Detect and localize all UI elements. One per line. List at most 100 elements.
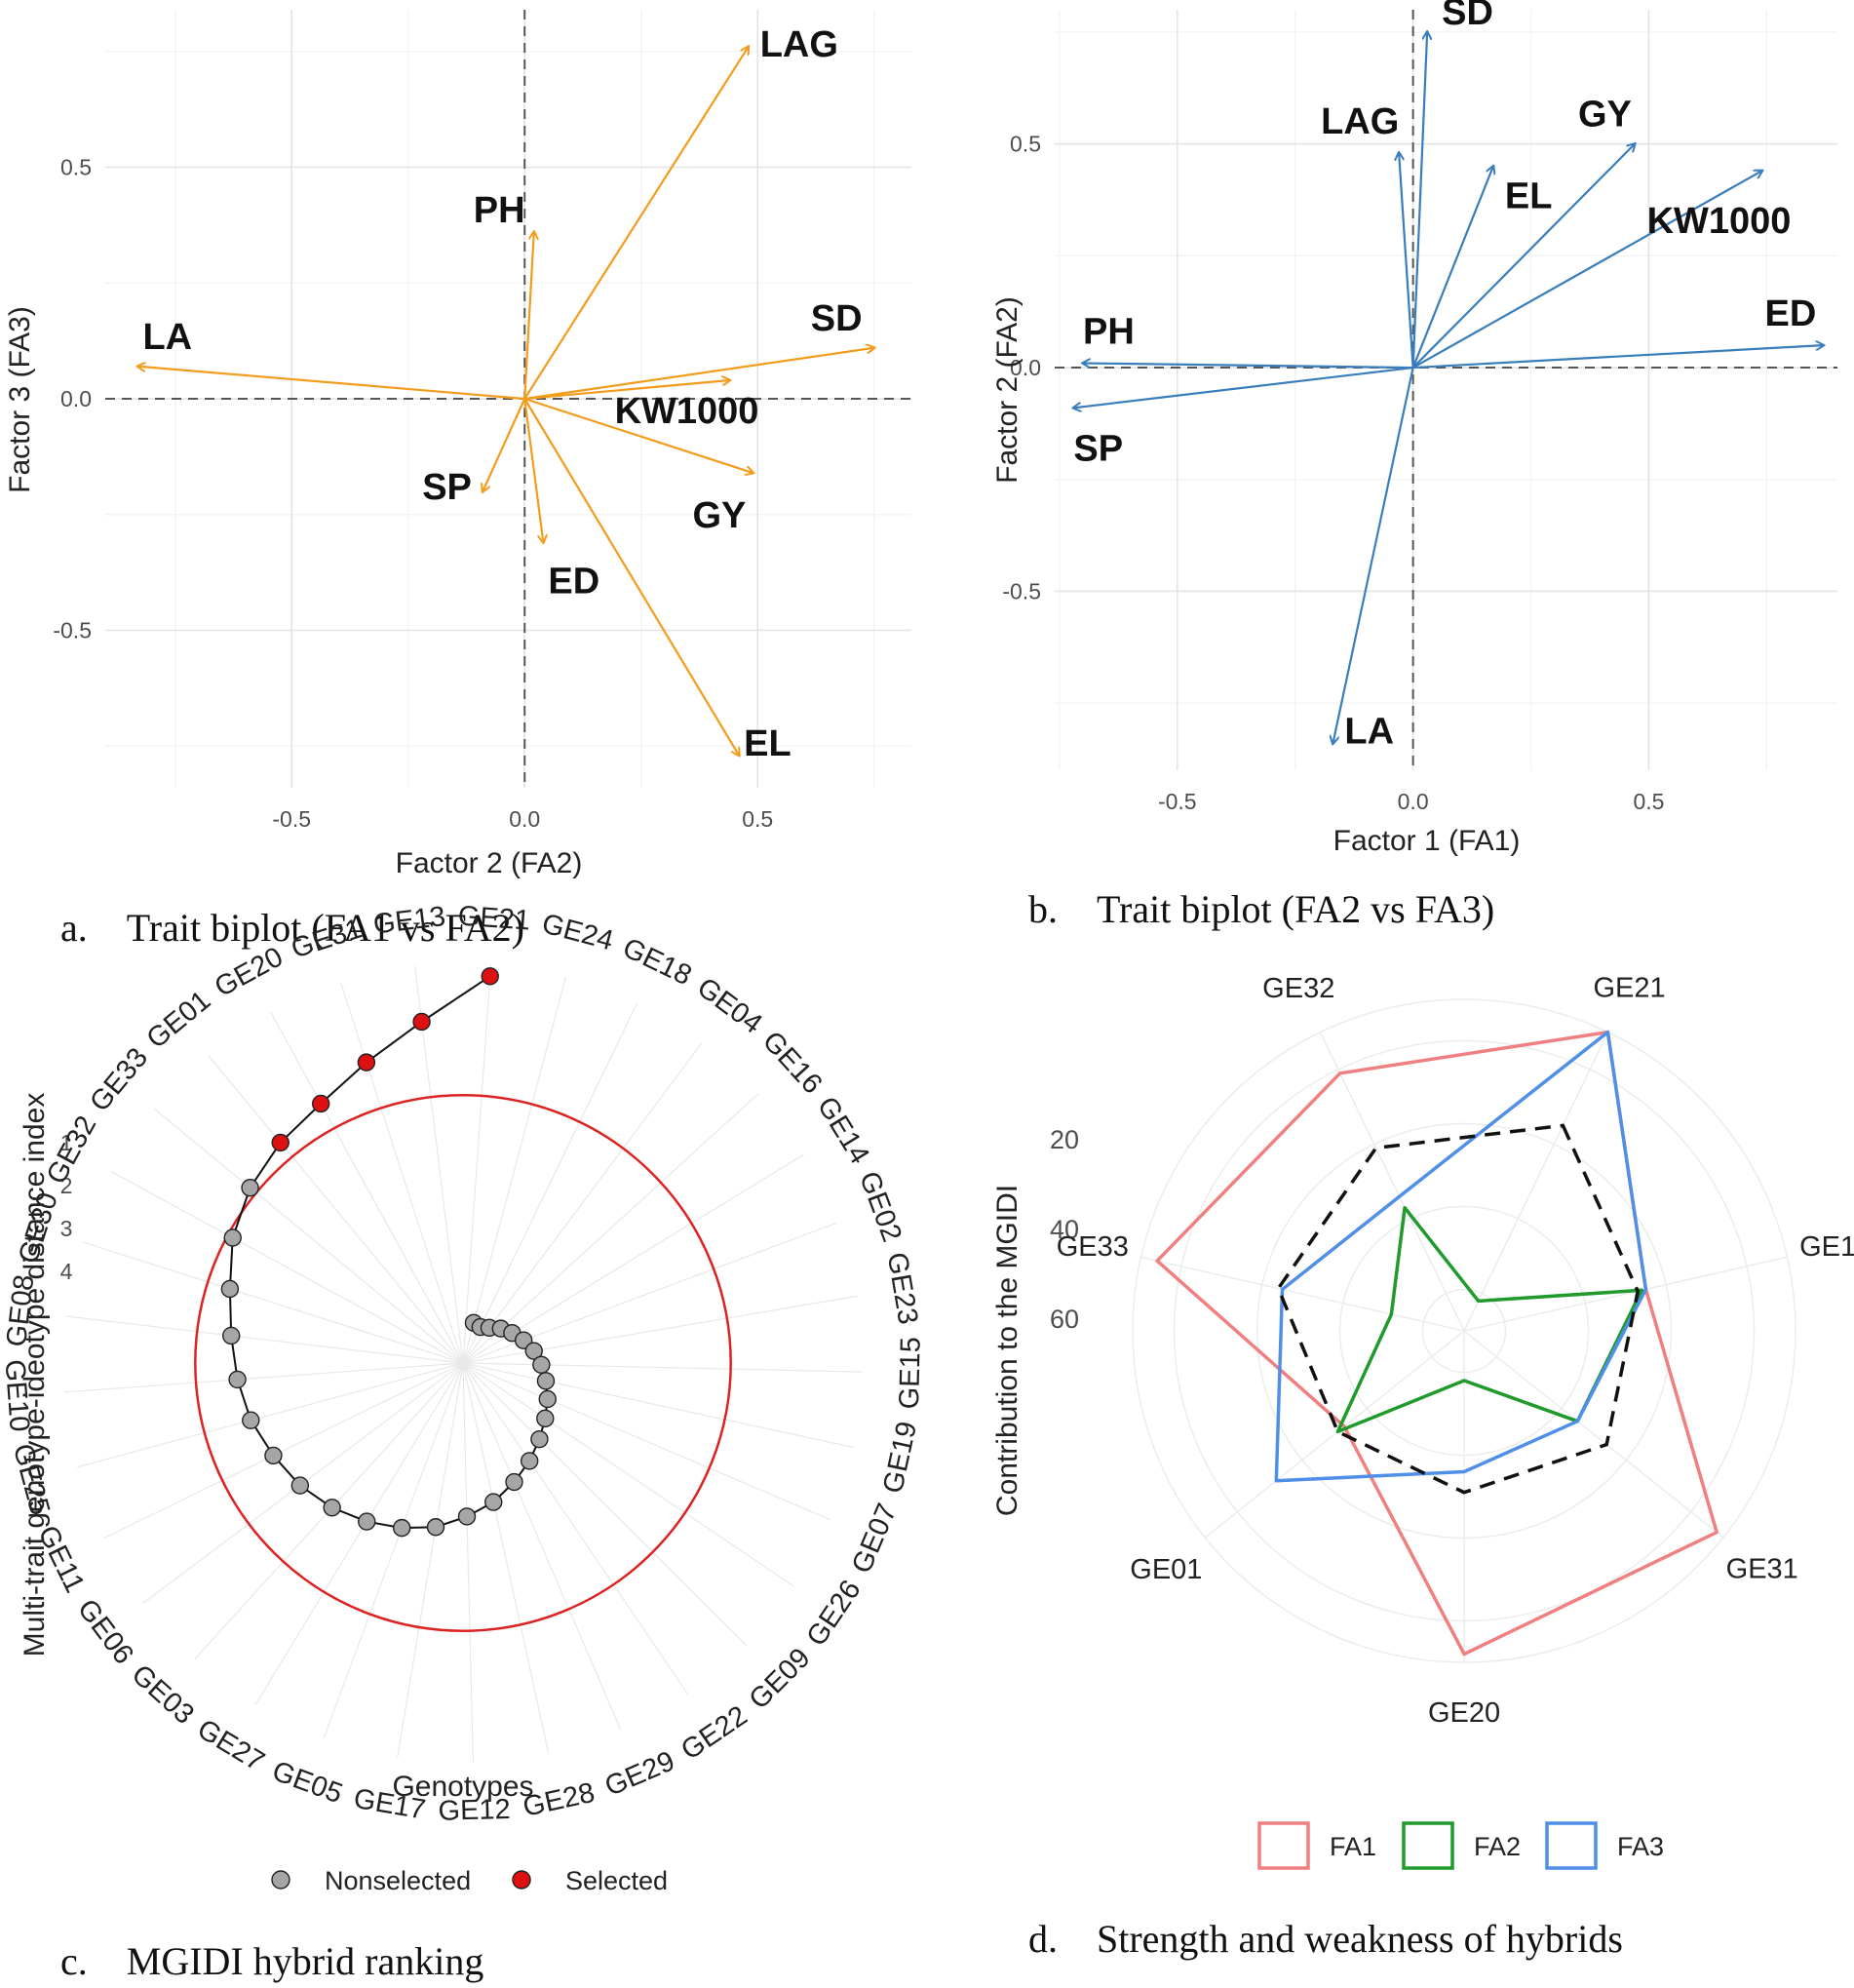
vector-arrow-sp [483, 398, 526, 491]
spoke-gridline [462, 1042, 703, 1364]
x-tick-label--0-5: -0.5 [272, 806, 311, 832]
genotype-point-ge10 [228, 1370, 247, 1389]
genotype-point-ge25 [242, 1411, 260, 1429]
spoke-gridline [462, 1362, 863, 1373]
vector-label-sd: SD [811, 298, 863, 339]
vector-arrow-el [523, 398, 739, 756]
legend-marker-selected [512, 1870, 531, 1890]
x-axis-title: Factor 2 (FA2) [396, 847, 583, 879]
vector-label-la: LA [142, 317, 192, 358]
legend-label-nonselected: Nonselected [325, 1866, 471, 1895]
x-tick-label-0-5: 0.5 [1634, 789, 1665, 814]
genotype-point-ge29 [505, 1472, 523, 1492]
spoke-gridline [462, 1295, 858, 1364]
spoke-gridline [462, 976, 567, 1364]
vector-arrow-ph [523, 232, 534, 400]
genotype-label-ge16: GE16 [756, 1026, 829, 1100]
radar-category-ge20: GE20 [1428, 1697, 1500, 1729]
spoke-gridline [339, 982, 464, 1364]
genotype-label-ge04: GE04 [691, 972, 768, 1040]
spoke-gridline [462, 1362, 831, 1521]
panel-a-caption: a. Trait biplot (FA1 vs FA2) [60, 906, 524, 950]
panel-b-caption: b. Trait biplot (FA2 vs FA3) [1028, 887, 1494, 931]
genotype-point-ge28 [484, 1493, 503, 1511]
vector-arrow-sp [1073, 366, 1413, 408]
genotype-label-ge02: GE02 [853, 1167, 908, 1246]
spoke-gridline [462, 963, 492, 1364]
vector-label-lag: LAG [760, 24, 838, 65]
genotype-point-ge02 [514, 1331, 533, 1349]
vector-label-kw1000: KW1000 [615, 391, 759, 432]
radar-spoke [1319, 1032, 1465, 1332]
spoke-gridline [103, 1362, 464, 1540]
x-tick-label-0-0: 0.0 [509, 806, 540, 832]
vector-arrow-ed [523, 398, 543, 542]
genotype-label-ge24: GE24 [539, 908, 617, 956]
spoke-gridline [254, 1362, 464, 1705]
genotype-label-ge14: GE14 [811, 1092, 875, 1170]
genotype-label-ge22: GE22 [676, 1700, 753, 1767]
genotype-point-ge32 [223, 1228, 242, 1247]
spoke-gridline [76, 1362, 464, 1468]
x-axis-title: Factor 1 (FA1) [1333, 825, 1521, 857]
vector-arrow-kw1000 [1412, 171, 1762, 370]
genotype-point-ge13 [412, 1012, 431, 1032]
genotype-point-ge26 [536, 1409, 555, 1428]
vector-arrow-lag [1399, 153, 1414, 369]
genotype-point-ge15 [532, 1355, 551, 1374]
radial-tick-label-40: 40 [1050, 1215, 1079, 1244]
legend-label-fa1: FA1 [1330, 1832, 1376, 1861]
genotype-point-ge12 [457, 1507, 477, 1526]
vector-arrow-la [137, 367, 525, 401]
vector-arrow-gy [1411, 144, 1635, 369]
y-axis-title: Factor 3 (FA3) [4, 306, 36, 493]
genotype-label-ge26: GE26 [801, 1575, 868, 1652]
genotype-label-ge18: GE18 [618, 932, 697, 992]
spoke-gridline [462, 1362, 795, 1587]
genotype-label-ge03: GE03 [126, 1658, 200, 1731]
vector-label-lag: LAG [1321, 101, 1399, 142]
genotype-label-ge12: GE12 [438, 1794, 511, 1827]
x-tick-label-0-5: 0.5 [742, 806, 773, 832]
genotype-point-ge21 [481, 967, 499, 986]
panel-d-caption: d. Strength and weakness of hybrids [1028, 1917, 1623, 1961]
radial-tick-label-2: 2 [60, 1173, 73, 1198]
vector-arrow-ph [1083, 363, 1413, 370]
spoke-gridline [462, 1362, 622, 1731]
vector-arrow-kw1000 [524, 380, 729, 401]
spoke-gridline [462, 1362, 854, 1449]
legend-label-fa2: FA2 [1474, 1832, 1521, 1861]
genotype-label-ge07: GE07 [846, 1500, 904, 1579]
panel-b-trait-biplot: -0.5 0.0 0.5 -0.5 0.0 0.5 SD LAG GY EL KW1000 ED PH S… [991, 0, 1837, 857]
vector-label-ed: ED [548, 561, 599, 602]
genotype-point-ge27 [358, 1512, 376, 1531]
radar-spoke [1463, 1256, 1788, 1332]
vector-arrow-sd [1411, 32, 1428, 369]
radar-spoke [1463, 1032, 1609, 1332]
vector-arrow-el [1411, 167, 1493, 369]
y-axis-title: Multi-trait genotype-ideotype distance i… [19, 1093, 51, 1657]
radial-tick-label-1: 1 [60, 1130, 73, 1155]
genotype-label-ge10: GE10 [0, 1358, 35, 1432]
y-tick-label--0-5: -0.5 [53, 618, 92, 643]
y-tick-label-0-5: 0.5 [1010, 132, 1041, 157]
radar-category-ge13: GE13 [1799, 1231, 1854, 1263]
spoke-gridline [397, 1362, 464, 1758]
genotype-point-ge23 [524, 1342, 543, 1360]
genotype-point-ge09 [530, 1429, 549, 1449]
genotype-label-ge01: GE01 [141, 985, 217, 1055]
selection-threshold-circle [194, 1094, 732, 1632]
spoke-gridline [462, 1093, 759, 1364]
genotype-point-ge22 [520, 1452, 539, 1470]
genotype-label-ge27: GE27 [192, 1713, 270, 1777]
radar-mean-dashed [1276, 1123, 1641, 1495]
genotype-point-ge06 [290, 1476, 310, 1495]
y-tick-label--0-5: -0.5 [1002, 578, 1041, 604]
genotype-point-ge08 [222, 1326, 241, 1345]
legend-key-fa1 [1257, 1821, 1310, 1870]
spoke-gridline [154, 1108, 464, 1364]
radar-spoke [1204, 1330, 1465, 1539]
x-tick-label--0-5: -0.5 [1158, 789, 1197, 814]
